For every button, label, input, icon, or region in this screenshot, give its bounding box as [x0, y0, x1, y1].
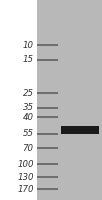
Text: 15: 15 [23, 55, 34, 64]
Text: 55: 55 [23, 129, 34, 138]
Text: 70: 70 [23, 144, 34, 153]
Bar [37, 0, 102, 200]
Bar [61, 126, 99, 134]
Text: 40: 40 [23, 112, 34, 121]
Text: 130: 130 [17, 172, 34, 182]
Text: 170: 170 [17, 184, 34, 194]
Text: 100: 100 [17, 160, 34, 169]
Text: 25: 25 [23, 88, 34, 98]
Text: 10: 10 [23, 40, 34, 49]
Text: 35: 35 [23, 103, 34, 112]
Bar [0, 0, 37, 200]
